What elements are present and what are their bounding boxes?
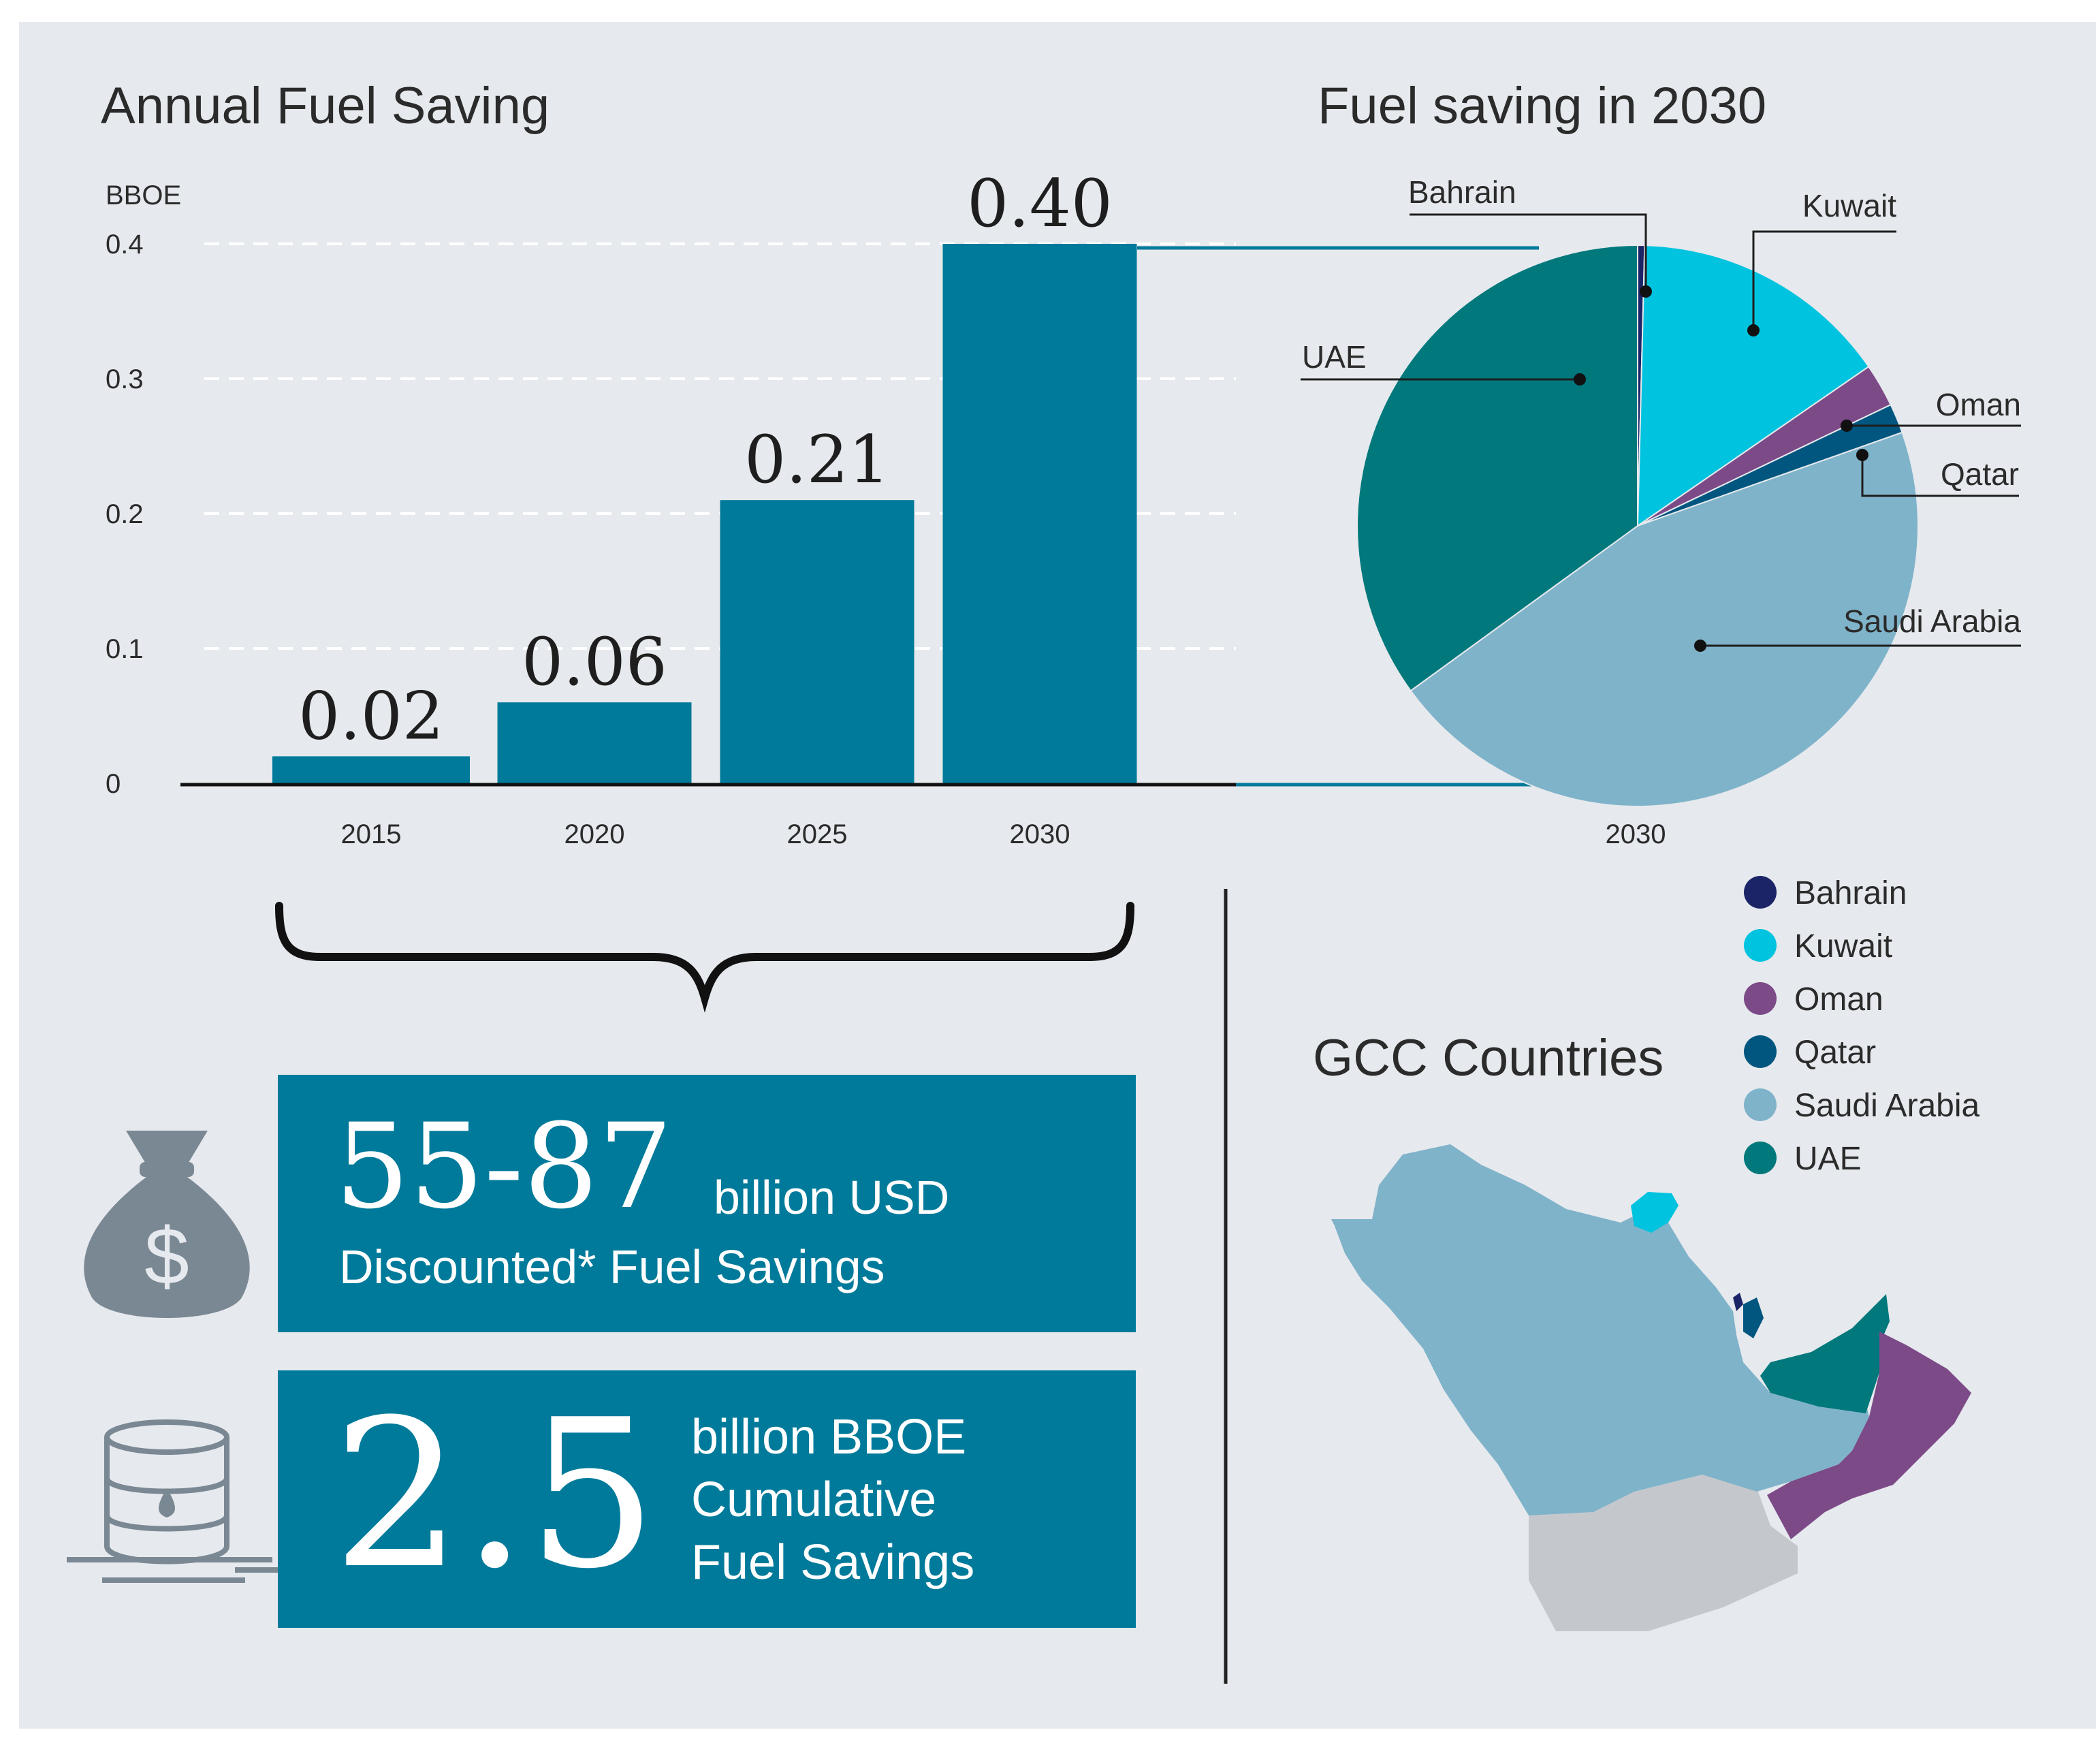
y-tick-label: 0.1: [106, 634, 144, 664]
bboe-savings-line2: Cumulative: [691, 1473, 937, 1527]
y-tick-label: 0.4: [106, 230, 144, 260]
x-tick-label: 2015: [341, 819, 402, 849]
money-bag-icon: [84, 1131, 250, 1318]
pie-slice: [1636, 245, 1870, 527]
pie-slice-label: Qatar: [1941, 456, 2019, 492]
bar-value-label: 0.21: [744, 422, 890, 498]
bboe-savings-value: 2.5: [332, 1376, 658, 1614]
bar-chart-title: Annual Fuel Saving: [101, 77, 550, 135]
legend-swatch: [1744, 1142, 1777, 1174]
map-uae: [1760, 1294, 1890, 1413]
map-saudi-arabia: [1331, 1144, 1869, 1515]
usd-savings-value: 55-87: [335, 1098, 673, 1235]
y-tick-label: 0: [106, 769, 121, 799]
x-tick-label: 2020: [564, 819, 625, 849]
legend-swatch: [1744, 876, 1777, 909]
pie-leader-dot: [1841, 420, 1853, 432]
legend-swatch: [1744, 1088, 1777, 1121]
bboe-savings-box: [278, 1370, 1136, 1628]
map-other-land: [1529, 1475, 1798, 1631]
map-title: GCC Countries: [1313, 1029, 1664, 1087]
bar: [942, 244, 1137, 783]
pie-leader-line: [1861, 455, 2019, 497]
bboe-savings-line3: Fuel Savings: [691, 1535, 975, 1590]
y-tick-label: 0.2: [106, 499, 144, 529]
curly-brace: [275, 902, 1134, 1013]
legend-swatch: [1744, 982, 1777, 1015]
legend-label: Bahrain: [1794, 875, 1907, 911]
pie-slice-label: Oman: [1936, 387, 2021, 422]
bboe-savings-unit: billion BBOE: [691, 1410, 967, 1464]
pie-leader-dot: [1747, 324, 1760, 336]
legend-label: Kuwait: [1794, 928, 1892, 964]
pie-leader-dot: [1640, 285, 1652, 298]
usd-savings-unit: billion USD: [714, 1171, 950, 1224]
x-tick-label: 2025: [787, 819, 848, 849]
pie-x-label: 2030: [1606, 819, 1666, 849]
pie-leader-line: [1410, 213, 1647, 292]
pie-leader-dot: [1856, 449, 1868, 461]
bar: [272, 756, 470, 783]
pie-chart-title: Fuel saving in 2030: [1318, 77, 1767, 135]
bar: [497, 702, 692, 783]
pie-slice-label: UAE: [1302, 339, 1367, 375]
usd-savings-box: [278, 1075, 1136, 1332]
y-axis-unit-label: BBOE: [106, 180, 181, 210]
legend-label: UAE: [1794, 1141, 1862, 1177]
dollar-sign: $: [144, 1212, 189, 1302]
map-bahrain: [1733, 1293, 1743, 1311]
bar-value-label: 0.02: [298, 678, 444, 754]
pie-leader-line: [1752, 230, 1896, 330]
pie-slice-label: Kuwait: [1802, 188, 1896, 223]
bar-value-label: 0.06: [522, 624, 667, 700]
usd-savings-description: Discounted* Fuel Savings: [339, 1240, 885, 1293]
pie-slice: [1410, 431, 1919, 807]
x-tick-label: 2030: [1010, 819, 1070, 849]
map-oman: [1767, 1332, 1971, 1539]
y-tick-label: 0.3: [106, 364, 144, 394]
bar: [720, 500, 914, 783]
pie-leader-dot: [1574, 373, 1586, 386]
legend-label: Oman: [1794, 981, 1883, 1018]
pie-leader-dot: [1694, 640, 1706, 652]
bar-value-label: 0.40: [967, 166, 1113, 242]
oil-barrel-icon: [67, 1419, 286, 1583]
pie-slice-label: Saudi Arabia: [1843, 603, 2021, 639]
pie-slice: [1356, 244, 1638, 692]
legend-label: Saudi Arabia: [1794, 1088, 1980, 1124]
pie-slice-label: Bahrain: [1408, 174, 1516, 210]
legend-swatch: [1744, 929, 1777, 962]
legend-swatch: [1744, 1035, 1777, 1068]
legend-label: Qatar: [1794, 1035, 1876, 1071]
oil-drop: [158, 1488, 176, 1518]
map-kuwait: [1631, 1192, 1679, 1233]
map-qatar: [1743, 1298, 1764, 1338]
